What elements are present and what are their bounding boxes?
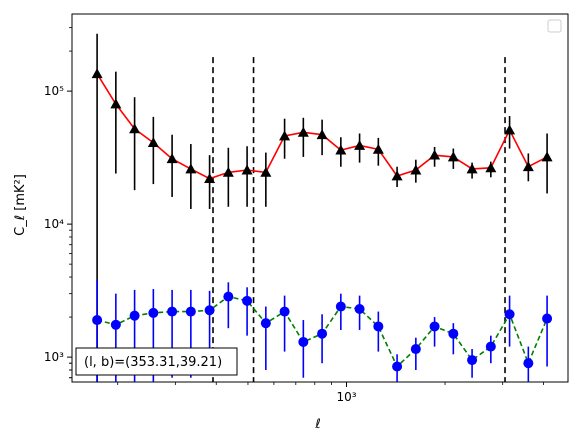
data-point [467,355,478,366]
data-point [335,301,346,312]
data-point [297,126,309,137]
data-point [167,306,178,317]
data-point [279,306,290,317]
data-point [448,328,459,339]
series-1 [92,280,553,382]
data-point [504,309,515,320]
data-point [260,166,272,177]
data-point [129,310,140,321]
data-point [485,162,497,173]
data-point [335,144,347,155]
y-tick-label: 10³ [44,350,64,364]
y-axis-label: C_ℓ [mK²] [13,174,28,236]
data-point [504,124,516,135]
data-point [466,163,478,174]
data-point [429,149,441,160]
data-point [222,166,234,177]
data-point [185,163,197,174]
data-point [317,328,328,339]
data-point [391,170,403,181]
data-point [148,307,159,318]
series-0 [91,33,553,382]
data-point [542,313,553,324]
data-point [185,306,196,317]
x-axis-label: ℓ [314,417,320,432]
data-point [354,304,365,315]
x-tick-label: 10³ [336,390,356,404]
data-point [279,130,291,141]
data-point [91,68,103,79]
data-point [410,344,421,355]
data-point [110,319,121,330]
data-point [522,161,534,172]
data-point [242,295,253,306]
data-point [373,321,384,332]
data-point [241,164,253,175]
annotation-text: (l, b)=(353.31,39.21) [84,355,222,370]
data-point [204,173,216,183]
data-point [372,143,384,154]
data-point [541,151,553,162]
vertical-lines [212,57,506,382]
data-point [410,164,422,175]
data-point [204,305,215,316]
data-point [260,318,271,329]
data-point [354,140,366,150]
y-tick-label: 10⁴ [44,217,64,231]
data-point [447,151,459,162]
ticks: 10³ 10⁴ 10⁵ 10³ [44,27,544,404]
data-point [223,291,234,302]
data-point [392,361,403,372]
data-point [429,321,440,332]
data-point [485,341,496,352]
data-point [298,336,309,347]
data-point [92,315,103,326]
y-tick-label: 10⁵ [44,84,64,98]
data-point [523,358,534,369]
data-point [166,153,178,164]
data-point [129,123,141,134]
series-layer [91,33,553,382]
data-point [110,98,122,109]
plot-area [71,13,569,383]
data-point [316,129,328,140]
annotation-box: (l, b)=(353.31,39.21) [75,347,238,376]
data-point [147,137,159,148]
legend-box [547,19,562,33]
